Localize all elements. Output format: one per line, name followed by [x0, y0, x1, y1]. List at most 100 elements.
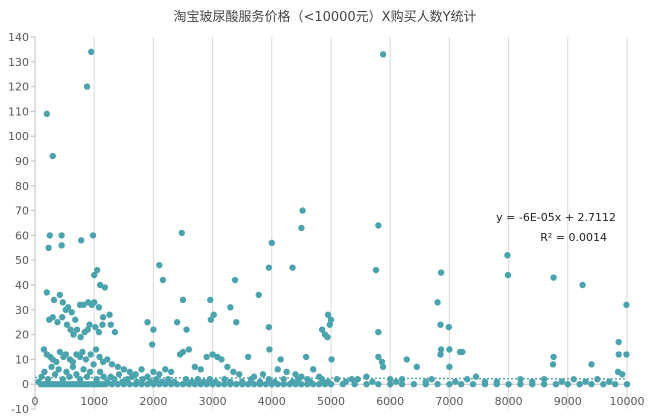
data-point	[185, 346, 193, 353]
data-point	[179, 348, 187, 356]
data-point	[132, 381, 139, 388]
data-point	[83, 373, 91, 380]
data-point	[292, 381, 299, 388]
data-point	[96, 281, 104, 289]
x-tick-label: 8000	[495, 395, 523, 408]
data-point	[102, 381, 110, 388]
data-point	[79, 348, 86, 356]
data-point	[289, 264, 296, 271]
data-point	[333, 376, 341, 383]
data-point	[387, 376, 394, 383]
y-tick-label: 40	[15, 279, 29, 292]
data-point	[224, 363, 231, 371]
data-point	[469, 381, 477, 388]
data-point	[114, 363, 122, 371]
data-point	[86, 368, 94, 375]
y-tick-label: 70	[15, 205, 29, 218]
data-point	[150, 368, 157, 375]
data-point	[99, 314, 107, 321]
data-point	[156, 371, 163, 378]
data-point	[115, 371, 123, 378]
data-point	[274, 381, 281, 388]
data-point	[428, 376, 435, 383]
data-point	[321, 381, 329, 388]
data-point	[588, 381, 595, 388]
data-point	[339, 381, 347, 388]
data-point	[89, 232, 97, 239]
data-point	[403, 356, 410, 363]
data-point	[54, 319, 61, 326]
data-point	[203, 381, 210, 388]
data-point	[550, 274, 557, 281]
data-point	[375, 381, 382, 388]
data-point	[594, 376, 601, 383]
data-point	[183, 326, 190, 333]
y-tick-label: 30	[15, 304, 29, 317]
data-point	[379, 51, 387, 58]
data-point	[111, 328, 119, 336]
data-point	[83, 83, 91, 90]
data-point	[369, 378, 376, 385]
data-point	[452, 378, 459, 385]
data-point	[446, 381, 453, 388]
data-point	[179, 296, 187, 304]
y-tick-label: 90	[15, 155, 29, 168]
data-point	[68, 309, 75, 316]
data-point	[529, 381, 536, 388]
data-point	[265, 264, 273, 271]
data-point	[422, 381, 429, 388]
data-point	[299, 207, 306, 214]
data-point	[191, 381, 199, 388]
data-point	[80, 366, 87, 373]
data-point	[262, 381, 270, 388]
data-point	[138, 366, 145, 373]
data-point	[298, 381, 305, 388]
data-point	[95, 328, 103, 336]
data-point	[51, 371, 59, 378]
data-point	[92, 346, 100, 353]
data-point	[62, 351, 69, 358]
trendline-r-squared: R² = 0.0014	[540, 231, 607, 244]
data-point	[44, 376, 52, 383]
data-point	[413, 363, 421, 371]
data-point	[76, 353, 84, 361]
y-tick-label: 60	[15, 229, 29, 242]
data-point	[45, 244, 52, 251]
y-tick-label: 130	[8, 56, 29, 69]
chart-title: 淘宝玻尿酸服务价格（<10000元）X购买人数Y统计	[173, 10, 477, 25]
data-point	[126, 381, 133, 388]
data-point	[227, 381, 234, 388]
data-point	[40, 346, 48, 353]
data-point	[458, 381, 465, 388]
data-point	[91, 271, 98, 279]
data-points	[35, 48, 631, 388]
data-point	[233, 319, 240, 326]
data-point	[326, 321, 334, 328]
data-point	[286, 381, 293, 388]
data-point	[120, 381, 128, 388]
data-point	[292, 371, 299, 378]
data-point	[179, 381, 187, 388]
data-point	[277, 356, 284, 363]
y-tick-label: 0	[22, 378, 29, 391]
data-point	[56, 291, 64, 299]
data-point	[348, 376, 355, 383]
data-point	[167, 381, 175, 388]
data-point	[87, 351, 94, 358]
data-point	[280, 381, 287, 388]
data-point	[114, 381, 122, 388]
data-point	[570, 376, 577, 383]
x-tick-label: 7000	[435, 395, 463, 408]
data-point	[120, 366, 128, 373]
data-point	[149, 341, 156, 348]
data-point	[59, 314, 66, 321]
data-point	[434, 299, 441, 306]
data-point	[231, 276, 239, 284]
data-point	[244, 353, 252, 361]
data-point	[108, 381, 116, 388]
data-point	[378, 358, 386, 366]
data-point	[437, 351, 444, 358]
data-point	[73, 371, 80, 378]
data-point	[379, 363, 387, 371]
data-point	[302, 353, 310, 361]
